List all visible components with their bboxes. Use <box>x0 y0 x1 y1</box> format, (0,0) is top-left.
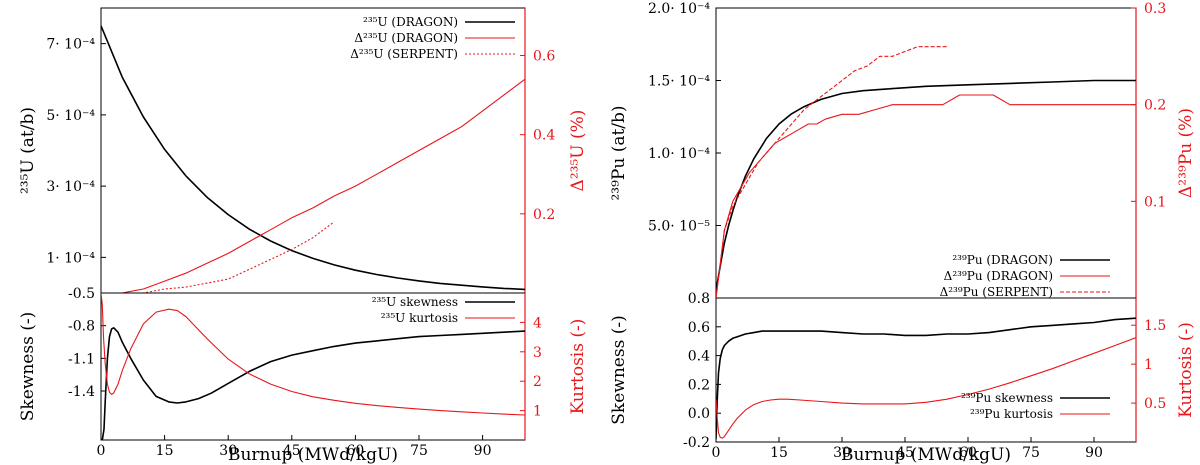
legend-label: ²³⁵U (DRAGON) <box>363 15 458 29</box>
x-axis-title: Burnup (MWd/kgU) <box>228 445 398 465</box>
y2-tick-label: 0.1 <box>1144 194 1166 210</box>
legend-label: ²³⁹Pu kurtosis <box>970 407 1053 421</box>
y-tick-label: 1· 10⁻⁴ <box>46 250 95 266</box>
x-tick-label: 15 <box>156 443 174 459</box>
series-line-2 <box>122 221 335 293</box>
y2-axis-title: Δ²³⁵U (%) <box>568 110 588 192</box>
y-tick-label: -0.8 <box>68 319 95 335</box>
legend-label: Δ²³⁹Pu (SERPENT) <box>940 285 1053 299</box>
legend: ²³⁹Pu (DRAGON) Δ²³⁹Pu (DRAGON) Δ²³⁹Pu (SER… <box>940 253 1110 299</box>
series-line-2 <box>716 46 947 298</box>
legend-label: Δ²³⁵U (DRAGON) <box>354 31 458 45</box>
legend-label: Δ²³⁵U (SERPENT) <box>350 47 458 61</box>
y-tick-label: 0.4 <box>688 349 710 365</box>
y-tick-label: 1.5· 10⁻⁴ <box>648 74 710 90</box>
legend: ²³⁵U (DRAGON) Δ²³⁵U (DRAGON) Δ²³⁵U (SERPEN… <box>350 15 515 61</box>
legend-label: Δ²³⁹Pu (DRAGON) <box>944 269 1053 283</box>
x-axis-title: Burnup (MWd/kgU) <box>841 445 1011 465</box>
series-group <box>716 46 1136 298</box>
chart-left: 7· 10⁻⁴ 5· 10⁻⁴ 3· 10⁻⁴ 1· 10⁻⁴ 0.2 0.4 0.6 ²³⁵… <box>18 7 588 465</box>
y2-tick-label: 1.5 <box>1144 318 1166 334</box>
legend: ²³⁹Pu skewness ²³⁹Pu kurtosis <box>961 391 1110 421</box>
x-tick-label: 60 <box>346 443 364 459</box>
legend-label: ²³⁵U skewness <box>372 295 458 309</box>
y2-tick-label: 2 <box>533 374 542 390</box>
series-group <box>101 293 525 440</box>
series-line-1 <box>122 78 525 293</box>
x-tick-label: 60 <box>959 445 977 461</box>
y2-axis-title: Kurtosis (-) <box>568 319 588 415</box>
plot-frame <box>100 292 526 441</box>
y-tick-label: 5.0· 10⁻⁵ <box>648 219 710 235</box>
panel-bottom: -0.5 -0.8 -1.1 -1.4 1 2 3 4 Skewness (-) Kurtosis… <box>18 286 588 441</box>
y-tick-label: 0.0 <box>688 406 710 422</box>
series-line-0 <box>101 25 525 291</box>
y-axis-title: Skewness (-) <box>609 315 629 424</box>
y-tick-label: 1.0· 10⁻⁴ <box>648 146 710 162</box>
y-tick-label: 2.0· 10⁻⁴ <box>648 1 710 17</box>
panel-bottom: 0.8 0.6 0.4 0.2 0.0 -0.2 1.5 1 0.5 Skewness (-) Ku… <box>609 291 1196 451</box>
y2-tick-label: 0.5 <box>1144 396 1166 412</box>
x-tick-label: 75 <box>1022 445 1040 461</box>
plot-frame <box>715 7 1137 299</box>
y-tick-label: 5· 10⁻⁴ <box>46 108 95 124</box>
legend-label: ²³⁵U kurtosis <box>381 311 458 325</box>
y-tick-label: 7· 10⁻⁴ <box>46 37 95 53</box>
x-tick-label: 45 <box>283 443 301 459</box>
series-line-1 <box>716 337 1136 439</box>
legend-label: ²³⁹Pu skewness <box>961 391 1053 405</box>
series-group <box>101 25 525 293</box>
y-tick-label: -0.2 <box>683 435 710 451</box>
y-tick-label: 3· 10⁻⁴ <box>46 179 95 195</box>
series-group <box>716 317 1136 440</box>
y2-tick-label: 1 <box>533 404 542 420</box>
y2-tick-label: 0.4 <box>533 128 555 144</box>
x-tick-label: 45 <box>896 445 914 461</box>
legend-label: ²³⁹Pu (DRAGON) <box>952 253 1053 267</box>
y-tick-label: 0.6 <box>688 320 710 336</box>
x-tick-label: 30 <box>219 443 237 459</box>
y-tick-label: -1.4 <box>68 384 95 400</box>
y2-tick-label: 0.3 <box>1144 1 1166 17</box>
legend: ²³⁵U skewness ²³⁵U kurtosis <box>372 295 515 325</box>
y-tick-label: -1.1 <box>68 351 95 367</box>
panel-top: 2.0· 10⁻⁴ 1.5· 10⁻⁴ 1.0· 10⁻⁴ 5.0· 10⁻⁵ 0.3 0… <box>609 1 1196 299</box>
y2-tick-label: 0.2 <box>533 207 555 223</box>
y2-tick-label: 0.6 <box>533 49 555 65</box>
y-tick-label: 0.8 <box>688 291 710 307</box>
series-line-0 <box>716 79 1136 291</box>
y-axis-title: ²³⁹Pu (at/b) <box>609 105 629 200</box>
y2-tick-label: 3 <box>533 345 542 361</box>
plot-frame <box>715 297 1137 443</box>
y2-tick-label: 4 <box>533 315 542 331</box>
x-tick-label: 75 <box>410 443 428 459</box>
panel-top: 7· 10⁻⁴ 5· 10⁻⁴ 3· 10⁻⁴ 1· 10⁻⁴ 0.2 0.4 0.6 ²³⁵… <box>18 7 588 294</box>
series-line-0 <box>716 317 1136 440</box>
y-tick-label: -0.5 <box>68 286 95 302</box>
y-axis-title: ²³⁵U (at/b) <box>18 107 38 194</box>
series-line-0 <box>101 326 525 440</box>
x-tick-label: 30 <box>833 445 851 461</box>
y2-tick-label: 0.2 <box>1144 98 1166 114</box>
x-tick-label: 15 <box>770 445 788 461</box>
x-tick-label: 90 <box>474 443 492 459</box>
chart-right: 2.0· 10⁻⁴ 1.5· 10⁻⁴ 1.0· 10⁻⁴ 5.0· 10⁻⁵ 0.3 0… <box>609 1 1196 465</box>
y-tick-label: 0.2 <box>688 377 710 393</box>
x-tick-label: 0 <box>97 443 106 459</box>
y2-tick-label: 1 <box>1144 357 1153 373</box>
series-line-1 <box>101 293 525 416</box>
y-axis-title: Skewness (-) <box>18 312 38 421</box>
series-line-1 <box>716 94 1136 298</box>
y2-axis-title: Kurtosis (-) <box>1176 322 1196 418</box>
x-tick-label: 90 <box>1085 445 1103 461</box>
x-tick-label: 0 <box>712 445 721 461</box>
y2-axis-title: Δ²³⁹Pu (%) <box>1176 108 1196 198</box>
